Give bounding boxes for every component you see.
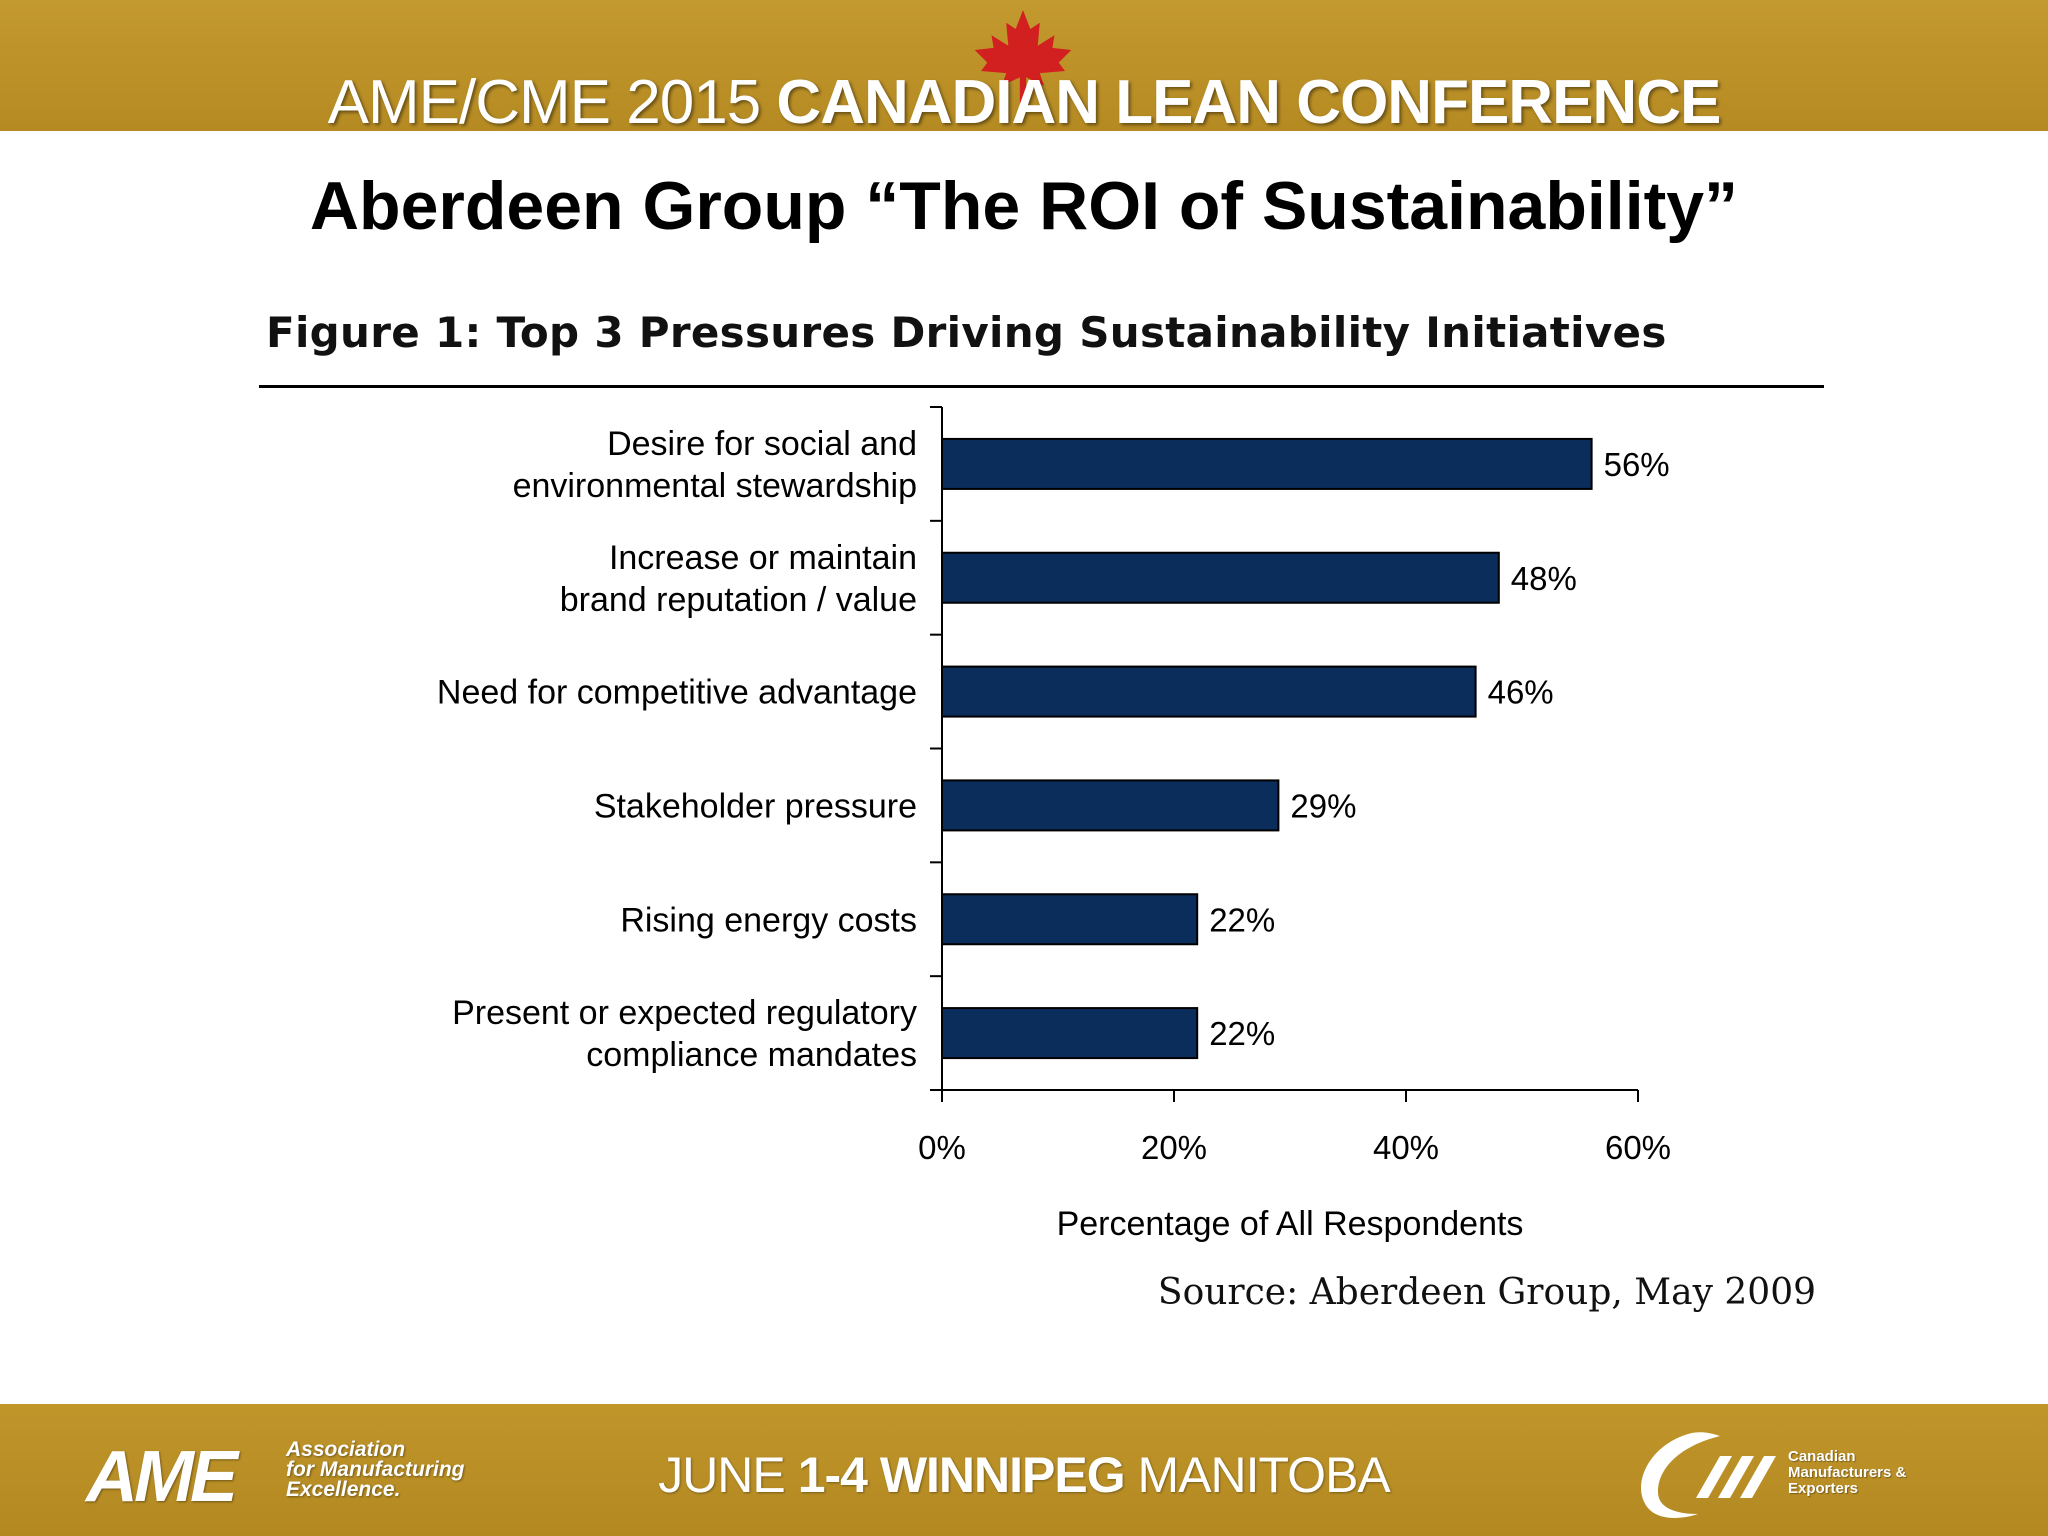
ame-caption-line: Excellence.: [286, 1478, 401, 1501]
category-label: Increase or maintain: [609, 539, 917, 577]
category-label: brand reputation / value: [560, 581, 917, 619]
x-tick-label: 0%: [918, 1129, 966, 1166]
bar: [941, 1007, 1199, 1060]
maple-leaf-icon: [974, 10, 1072, 111]
event-date-location: JUNE 1-4 WINNIPEG MANITOBA: [0, 1446, 2048, 1504]
ame-caption-line: for Manufacturing: [286, 1458, 465, 1481]
cme-logo-caption: Canadian Manufacturers & Exporters: [1788, 1449, 1906, 1497]
cme-caption-line: Canadian: [1788, 1448, 1856, 1465]
cme-caption-line: Exporters: [1788, 1480, 1859, 1497]
category-label: Stakeholder pressure: [594, 787, 917, 825]
x-axis-title: Percentage of All Respondents: [1057, 1205, 1524, 1243]
category-label: Rising energy costs: [620, 901, 917, 939]
bar-value-label: 29%: [1290, 787, 1356, 824]
bar-value-label: 46%: [1488, 674, 1554, 711]
bar-chart: 0% 20% 40% 60% Percentage of All Respondents…: [437, 406, 1671, 1243]
bar: [941, 665, 1477, 718]
bar: [941, 551, 1500, 604]
category-label: Desire for social and: [607, 425, 917, 463]
category-label: Present or expected regulatory: [452, 994, 917, 1032]
x-tick-label: 60%: [1605, 1129, 1671, 1166]
ame-logo: AME: [86, 1437, 238, 1517]
event-month: JUNE: [658, 1447, 786, 1503]
conference-title-bold: CANADIAN LEAN CONFERENCE: [776, 68, 1721, 137]
ame-caption-line: Association: [286, 1438, 406, 1461]
figure-title: Figure 1: Top 3 Pressures Driving Sustai…: [266, 308, 1667, 357]
category-label: compliance mandates: [586, 1036, 917, 1074]
x-tick-label: 20%: [1141, 1129, 1207, 1166]
chart-source: Source: Aberdeen Group, May 2009: [1157, 1272, 1816, 1313]
slide-title: Aberdeen Group “The ROI of Sustainabilit…: [309, 168, 1739, 244]
bar-value-label: 56%: [1604, 446, 1670, 483]
bar: [941, 779, 1280, 832]
cme-swoosh-icon: [1641, 1432, 1776, 1518]
bar-value-label: 22%: [1209, 901, 1275, 938]
x-tick-label: 40%: [1373, 1129, 1439, 1166]
ame-logo-caption: Association for Manufacturing Excellence…: [286, 1438, 465, 1501]
cme-caption-line: Manufacturers &: [1788, 1464, 1907, 1481]
footer-banner: [0, 1404, 2048, 1536]
bar: [941, 893, 1199, 946]
figure-title-rule: [259, 385, 1824, 388]
category-label: environmental stewardship: [513, 467, 917, 505]
bar-value-label: 48%: [1511, 560, 1577, 597]
event-dates-city: 1-4 WINNIPEG: [797, 1447, 1126, 1503]
bar-value-label: 22%: [1209, 1015, 1275, 1052]
conference-title-light: AME/CME 2015: [327, 68, 762, 137]
category-label: Need for competitive advantage: [437, 674, 917, 712]
bar: [941, 437, 1593, 490]
conference-title: AME/CME 2015 CANADIAN LEAN CONFERENCE: [0, 68, 2048, 138]
event-province: MANITOBA: [1137, 1447, 1391, 1503]
